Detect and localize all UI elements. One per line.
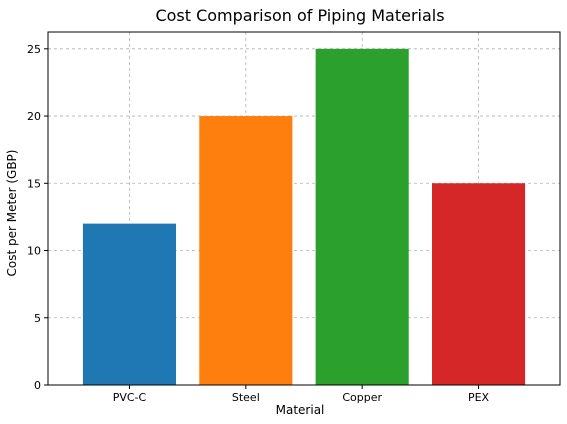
chart-title: Cost Comparison of Piping Materials <box>155 6 444 25</box>
y-tick-label: 0 <box>34 379 41 392</box>
axes: 0 5 10 15 20 25 PVC-C Steel Copper PEX <box>27 31 561 404</box>
x-axis-label: Material <box>276 403 325 417</box>
bar-pvc-c <box>82 223 176 385</box>
y-tick-label: 10 <box>27 245 41 258</box>
y-tick-label: 5 <box>34 312 41 325</box>
y-axis-label: Cost per Meter (GBP) <box>5 150 19 277</box>
y-tick-label: 20 <box>27 110 41 123</box>
x-tick-label: Copper <box>342 391 382 404</box>
bar-copper <box>315 48 409 386</box>
y-tick-label: 15 <box>27 177 41 190</box>
x-tick-label: Steel <box>232 391 260 404</box>
plot-frame <box>47 31 561 386</box>
x-tick-label: PEX <box>468 391 490 404</box>
bars <box>82 48 526 386</box>
y-tick-label: 25 <box>27 43 41 56</box>
bar-steel <box>199 116 293 386</box>
x-tick-label: PVC-C <box>113 391 147 404</box>
bar-pex <box>432 183 526 385</box>
